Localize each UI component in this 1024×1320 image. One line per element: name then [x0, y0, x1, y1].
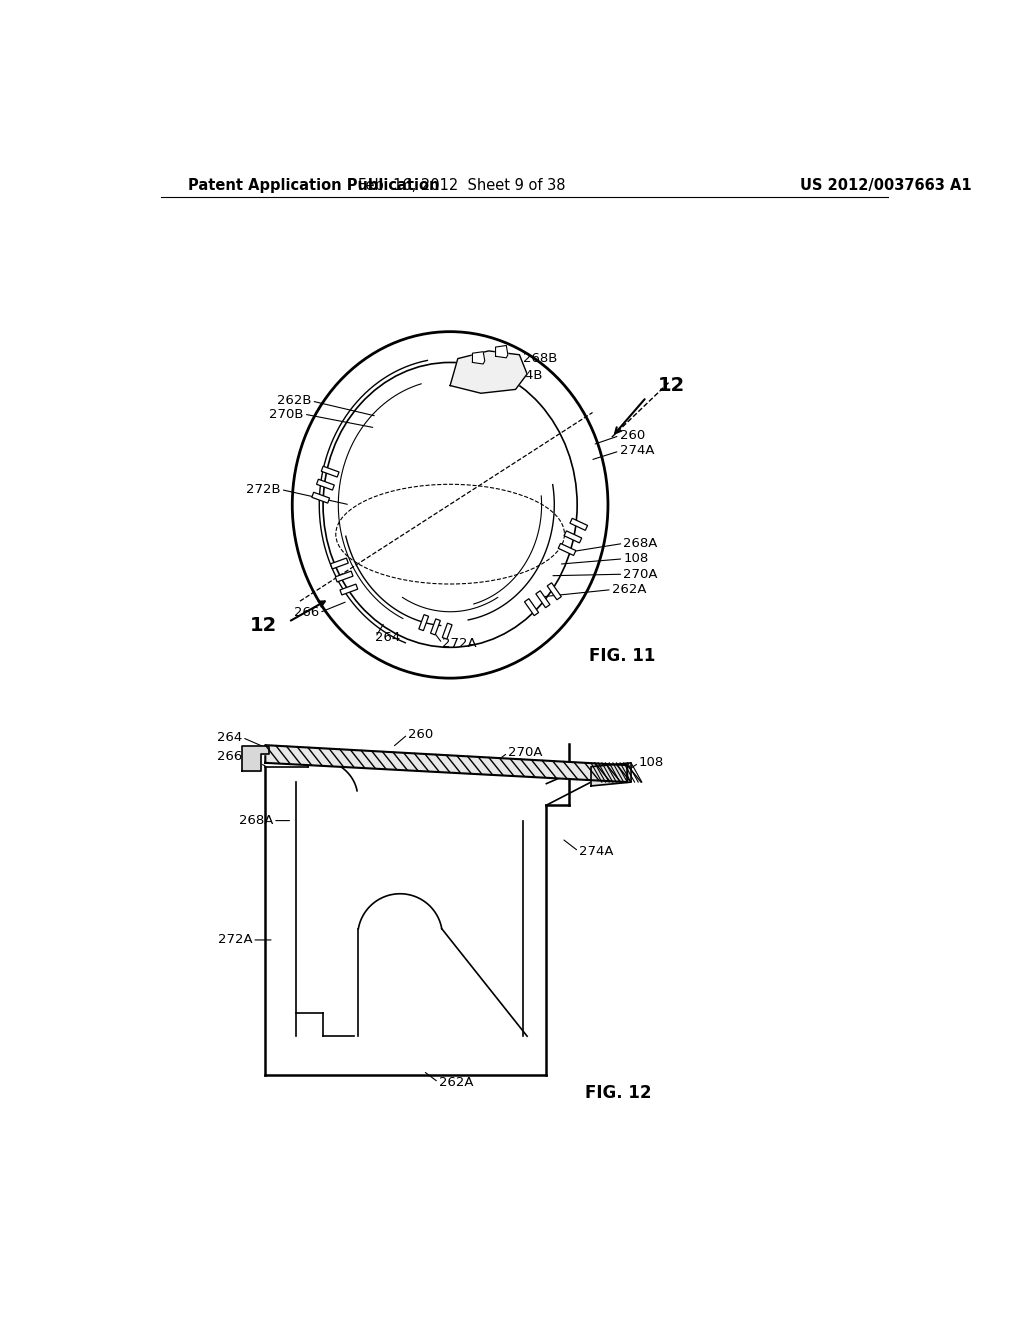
Polygon shape [331, 558, 348, 569]
Text: 262B: 262B [278, 395, 311, 408]
Text: Feb. 16, 2012  Sheet 9 of 38: Feb. 16, 2012 Sheet 9 of 38 [358, 178, 565, 193]
Polygon shape [570, 519, 588, 531]
Polygon shape [430, 619, 440, 635]
Polygon shape [340, 585, 357, 595]
Text: 268A: 268A [239, 814, 273, 828]
Text: 274A: 274A [579, 845, 613, 858]
Text: 12: 12 [658, 376, 685, 395]
Text: 270B: 270B [269, 408, 304, 421]
Text: Patent Application Publication: Patent Application Publication [188, 178, 440, 193]
Polygon shape [591, 763, 631, 785]
Polygon shape [558, 544, 575, 556]
Text: 266: 266 [294, 606, 319, 619]
Text: 108: 108 [639, 756, 664, 770]
Polygon shape [243, 746, 269, 771]
Polygon shape [311, 492, 330, 503]
Polygon shape [472, 351, 484, 364]
Text: 264: 264 [217, 731, 243, 744]
Text: 270A: 270A [508, 746, 543, 759]
Text: 260: 260 [408, 727, 433, 741]
Polygon shape [419, 615, 429, 631]
Text: FIG. 12: FIG. 12 [585, 1084, 651, 1102]
Polygon shape [547, 583, 561, 599]
Text: 262A: 262A [611, 583, 646, 597]
Polygon shape [496, 346, 508, 358]
Text: 274A: 274A [620, 445, 654, 458]
Text: 262A: 262A [438, 1076, 473, 1089]
Polygon shape [316, 479, 334, 490]
Text: 108: 108 [624, 552, 648, 565]
Text: 268B: 268B [523, 352, 558, 366]
Polygon shape [322, 466, 339, 477]
Text: 12: 12 [250, 615, 276, 635]
Polygon shape [442, 623, 452, 639]
Text: 272A: 272A [442, 638, 477, 649]
Text: 264: 264 [376, 631, 400, 644]
Polygon shape [335, 572, 353, 582]
Text: 266: 266 [217, 750, 243, 763]
Text: FIG. 11: FIG. 11 [589, 647, 655, 665]
Text: 272B: 272B [246, 483, 281, 496]
Text: 268A: 268A [624, 537, 657, 550]
Polygon shape [564, 531, 582, 543]
Text: 260: 260 [620, 429, 645, 442]
Polygon shape [524, 599, 539, 615]
Text: 274B: 274B [508, 370, 543, 381]
Polygon shape [451, 351, 527, 393]
Text: US 2012/0037663 A1: US 2012/0037663 A1 [801, 178, 972, 193]
Polygon shape [265, 744, 628, 781]
Text: 272A: 272A [217, 933, 252, 946]
Polygon shape [536, 591, 550, 607]
Text: 270A: 270A [624, 568, 657, 581]
